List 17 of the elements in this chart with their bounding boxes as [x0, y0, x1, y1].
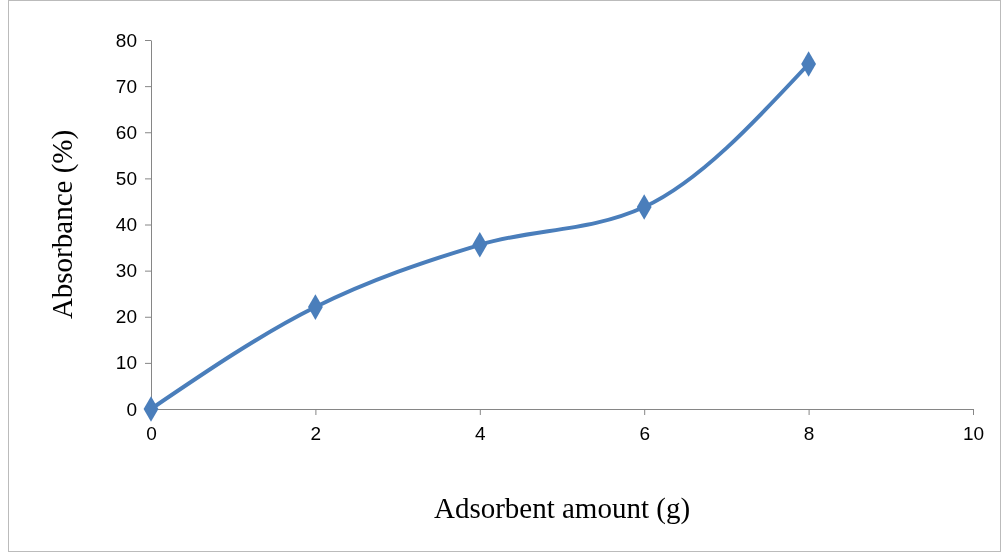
x-tick-label: 8 — [803, 423, 815, 445]
x-axis-title: Adsorbent amount (g) — [433, 492, 691, 525]
y-tick-label: 10 — [115, 352, 137, 374]
y-axis-title: Absorbance (%) — [46, 129, 79, 320]
y-tick-label: 50 — [115, 167, 137, 189]
y-tick-label: 40 — [115, 214, 137, 236]
x-tick-label: 6 — [639, 423, 650, 445]
x-tick-label: 10 — [962, 423, 985, 445]
y-tick-label: 30 — [115, 260, 137, 282]
x-tick-label: 2 — [310, 423, 322, 445]
x-tick-label: 4 — [475, 423, 487, 445]
y-tick-label: 0 — [126, 398, 137, 420]
y-tick-label: 70 — [115, 75, 137, 97]
x-tick-label: 0 — [146, 423, 157, 445]
y-tick-label: 20 — [115, 306, 137, 328]
y-tick-label: 60 — [115, 121, 137, 143]
y-tick-label: 80 — [115, 29, 137, 51]
